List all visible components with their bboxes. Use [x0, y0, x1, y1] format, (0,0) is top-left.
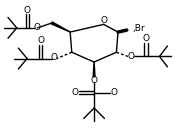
Text: O: O [100, 16, 107, 25]
Text: O: O [37, 36, 44, 45]
Text: O: O [110, 88, 117, 97]
Text: O: O [51, 53, 58, 62]
Text: O: O [91, 76, 98, 85]
Text: O: O [71, 88, 78, 97]
Text: O: O [34, 23, 41, 32]
Polygon shape [51, 22, 70, 32]
Text: O: O [127, 52, 134, 61]
Text: O: O [24, 6, 31, 15]
Text: ,Br: ,Br [132, 24, 145, 34]
Text: O: O [142, 34, 149, 43]
Polygon shape [93, 62, 95, 77]
